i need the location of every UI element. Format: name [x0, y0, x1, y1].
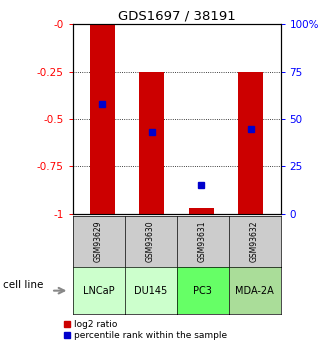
Text: DU145: DU145	[134, 286, 167, 296]
Legend: log2 ratio, percentile rank within the sample: log2 ratio, percentile rank within the s…	[64, 320, 227, 341]
Text: MDA-2A: MDA-2A	[235, 286, 274, 296]
Text: PC3: PC3	[193, 286, 212, 296]
Text: GSM93631: GSM93631	[198, 221, 207, 262]
Bar	[90, 24, 115, 214]
Text: GSM93632: GSM93632	[250, 221, 259, 262]
Bar	[140, 71, 164, 214]
Text: GSM93629: GSM93629	[94, 221, 103, 262]
Text: cell line: cell line	[3, 280, 44, 290]
Bar	[189, 208, 214, 214]
Bar	[238, 71, 263, 214]
Title: GDS1697 / 38191: GDS1697 / 38191	[118, 10, 235, 23]
Text: LNCaP: LNCaP	[83, 286, 115, 296]
Text: GSM93630: GSM93630	[146, 221, 155, 262]
